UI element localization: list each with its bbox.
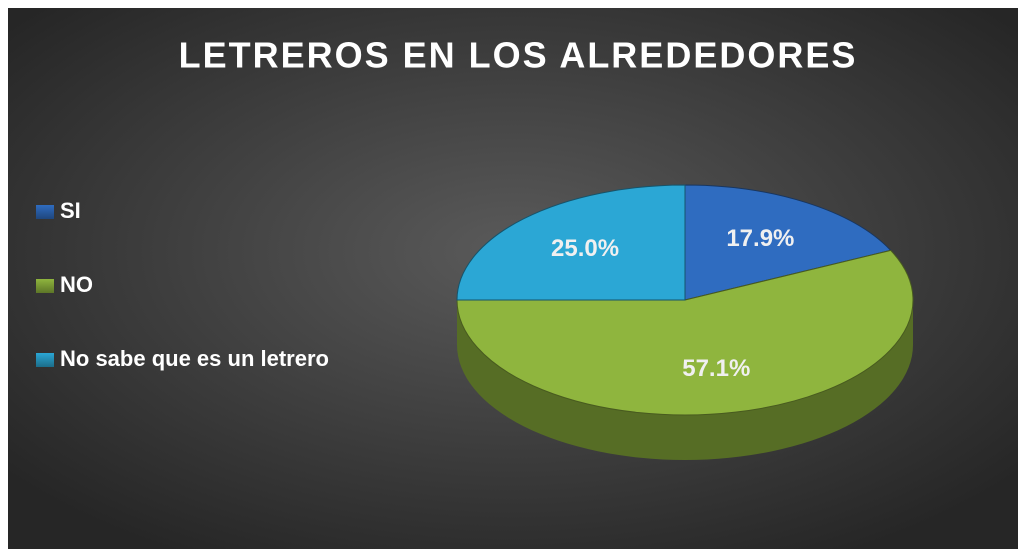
legend-label: SI [60, 198, 81, 223]
legend-entry: No sabe que es un letrero [36, 344, 336, 374]
legend-entry: SI [36, 196, 336, 226]
legend-swatch [36, 279, 54, 293]
legend-swatch [36, 205, 54, 219]
data-label: 57.1% [682, 355, 750, 382]
legend-label: NO [60, 272, 93, 297]
pie-wall [457, 300, 913, 460]
pie-slice [684, 184, 892, 301]
data-label: 17.9% [726, 225, 794, 252]
chart-title: LETREROS EN LOS ALREDEDORES [179, 35, 858, 76]
pie-slice [456, 249, 914, 416]
legend-swatch [36, 353, 54, 367]
legend-label: No sabe que es un letrero [60, 346, 329, 371]
pie-slice [456, 184, 686, 301]
legend: SI NO No sabe que es un letrero [36, 196, 336, 418]
data-label: 25.0% [551, 235, 619, 262]
chart: LETREROS EN LOS ALREDEDORES 17.9% 57.1% 25… [8, 8, 1018, 549]
legend-entry: NO [36, 270, 336, 300]
